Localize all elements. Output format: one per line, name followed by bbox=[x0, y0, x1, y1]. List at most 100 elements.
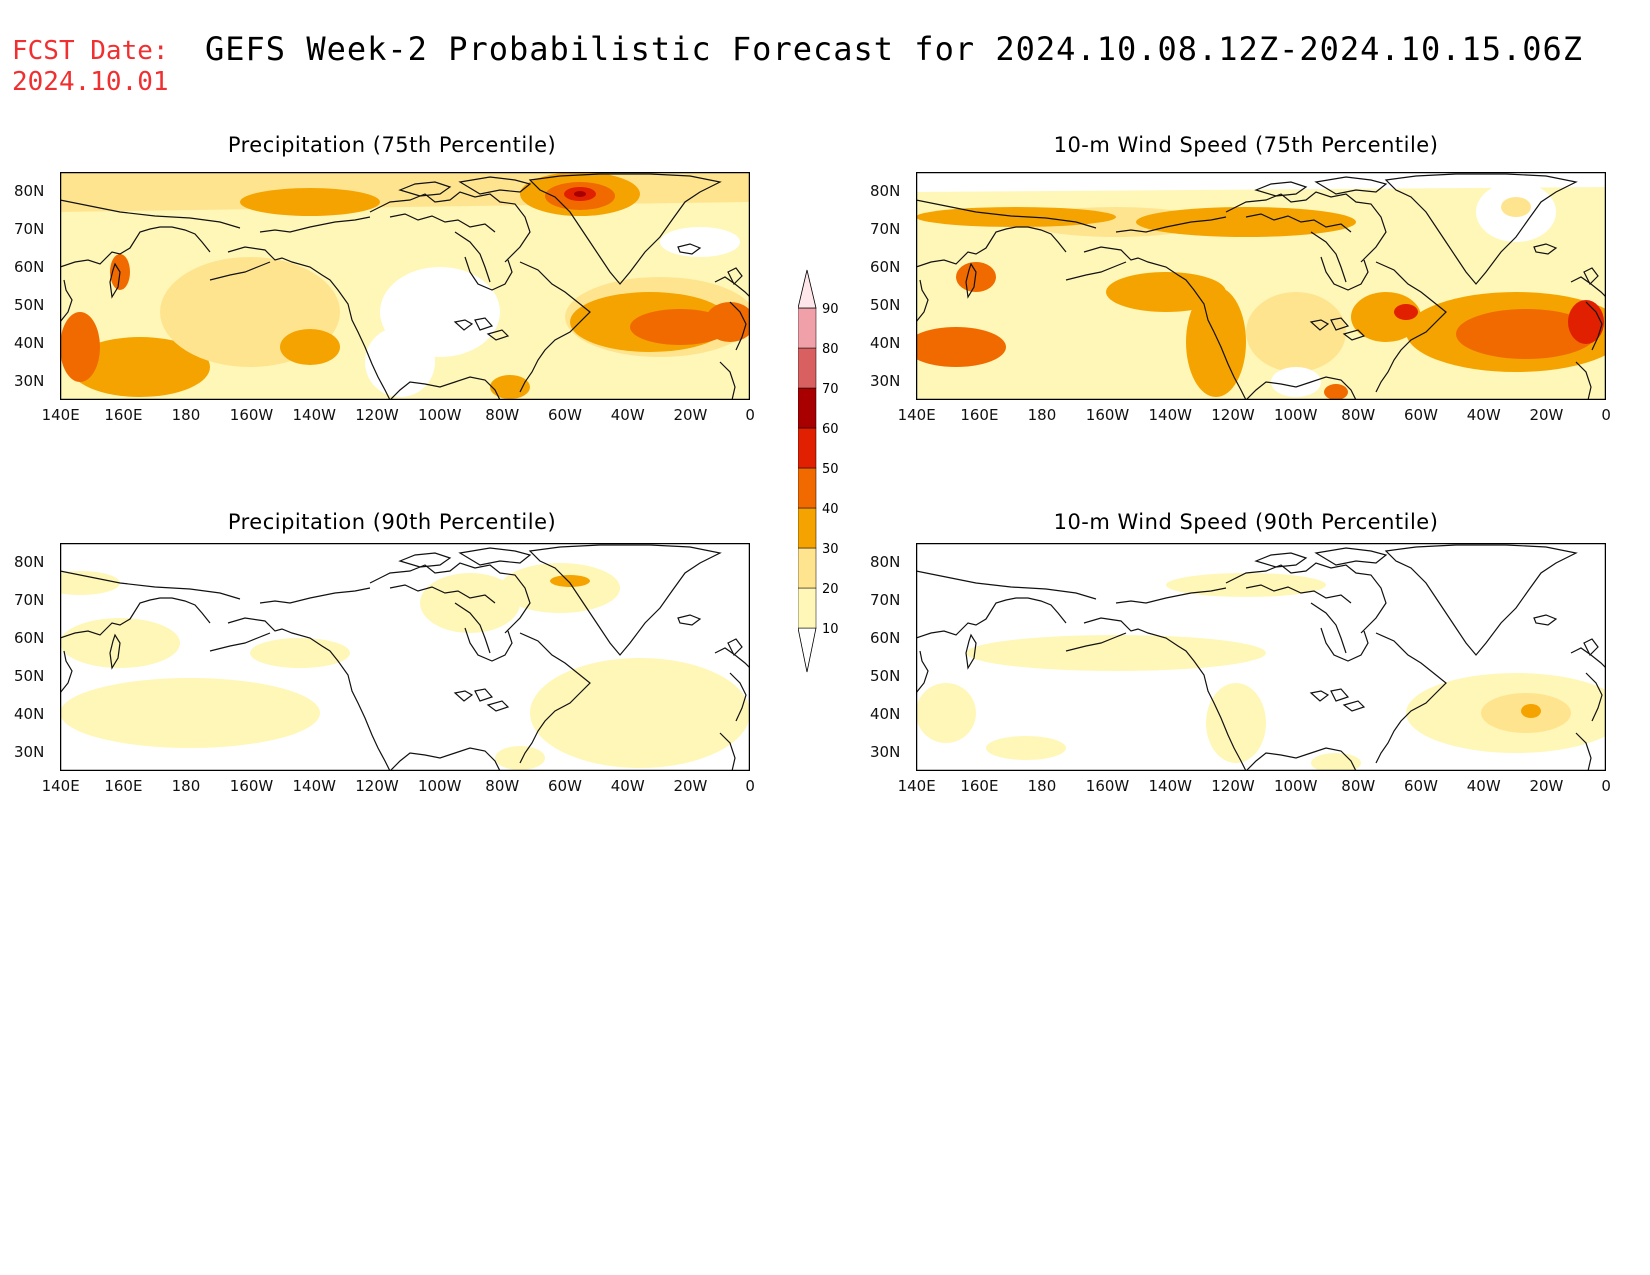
contour-30 bbox=[280, 329, 340, 365]
coastline bbox=[1330, 317, 1350, 331]
colorbar-segment bbox=[798, 507, 817, 549]
coastline bbox=[60, 570, 241, 600]
lon-tick-label: 60W bbox=[548, 406, 582, 424]
colorbar-tick-label: 90 bbox=[822, 302, 839, 317]
coastline bbox=[727, 267, 743, 286]
coastline bbox=[1065, 632, 1127, 652]
colorbar-upper-arrow bbox=[798, 269, 817, 309]
coastline bbox=[389, 747, 501, 771]
coastline bbox=[916, 650, 929, 694]
coastline bbox=[727, 638, 743, 657]
lon-tick-label: 160W bbox=[229, 406, 274, 424]
coastline bbox=[916, 597, 1067, 639]
contour-10 bbox=[916, 683, 976, 743]
coastline bbox=[60, 226, 211, 268]
contour-20 bbox=[1501, 197, 1531, 217]
lon-tick-label: 20W bbox=[673, 777, 708, 795]
coastline bbox=[965, 262, 977, 299]
lon-tick-label: 140W bbox=[1148, 777, 1192, 795]
contour-30 bbox=[1521, 704, 1541, 718]
contour-40 bbox=[630, 309, 730, 345]
map-frame bbox=[60, 543, 750, 771]
lat-tick-label: 80N bbox=[14, 553, 45, 571]
contour-10 bbox=[420, 573, 520, 633]
coastline bbox=[916, 199, 1097, 229]
coastline bbox=[398, 552, 452, 568]
contour-10 bbox=[495, 746, 545, 770]
coastline bbox=[454, 602, 491, 654]
lat-tick-label: 70N bbox=[14, 591, 45, 609]
contour-10 bbox=[1311, 753, 1361, 771]
coastline bbox=[389, 584, 496, 604]
lon-tick-label: 40W bbox=[610, 406, 645, 424]
panel-title-wind90: 10-m Wind Speed (90th Percentile) bbox=[1053, 510, 1439, 534]
lon-tick-label: 80W bbox=[485, 777, 520, 795]
contour-40 bbox=[1456, 309, 1596, 359]
lon-tick-label: 0 bbox=[745, 406, 755, 424]
lon-tick-label: 140W bbox=[292, 406, 336, 424]
lon-tick-label: 160E bbox=[104, 777, 143, 795]
lon-tick-label: 60W bbox=[548, 777, 582, 795]
coastline bbox=[464, 256, 513, 291]
coastline bbox=[1320, 627, 1369, 662]
lon-tick-label: 120W bbox=[355, 406, 399, 424]
coastline bbox=[719, 361, 736, 400]
coastline bbox=[1225, 191, 1387, 263]
contour-20 bbox=[1246, 292, 1346, 372]
lon-tick-label: 120W bbox=[1211, 777, 1255, 795]
lon-tick-label: 140E bbox=[897, 406, 936, 424]
lon-tick-label: 160E bbox=[104, 406, 143, 424]
coastline bbox=[1384, 173, 1578, 285]
coastline bbox=[453, 319, 474, 331]
coastline bbox=[109, 633, 121, 670]
forecast-date-label: FCST Date: 2024.10.01 bbox=[12, 36, 169, 98]
lat-tick-label: 80N bbox=[870, 182, 901, 200]
coastline bbox=[1310, 231, 1347, 283]
lat-tick-label: 40N bbox=[870, 334, 901, 352]
colorbar-tick-label: 60 bbox=[822, 422, 839, 437]
coastline bbox=[528, 544, 722, 656]
coastline bbox=[719, 732, 736, 771]
coastline bbox=[60, 650, 73, 694]
contour-10 bbox=[60, 571, 120, 595]
coastline bbox=[60, 597, 211, 639]
lon-tick-label: 40W bbox=[1466, 777, 1501, 795]
colorbar-segment bbox=[798, 547, 817, 589]
coastline bbox=[1320, 256, 1369, 291]
lon-tick-label: 160E bbox=[960, 406, 999, 424]
colorbar-segment bbox=[798, 387, 817, 429]
coastline bbox=[1314, 176, 1388, 195]
colorbar-tick-label: 10 bbox=[822, 622, 839, 637]
lat-tick-label: 40N bbox=[870, 705, 901, 723]
coastline bbox=[1585, 301, 1603, 351]
coastline bbox=[227, 246, 391, 400]
lat-tick-label: 40N bbox=[14, 705, 45, 723]
coastline bbox=[1575, 361, 1592, 400]
coastline bbox=[486, 700, 510, 712]
colorbar: 10 20 30 40 50 60 70 80 90 bbox=[798, 269, 839, 673]
coastline bbox=[965, 633, 977, 670]
coastline bbox=[369, 191, 531, 263]
coastline bbox=[1375, 632, 1447, 764]
lat-tick-label: 70N bbox=[870, 591, 901, 609]
coastline bbox=[1583, 267, 1599, 286]
coastline bbox=[464, 627, 513, 662]
lon-tick-label: 20W bbox=[1529, 777, 1564, 795]
coastline bbox=[227, 617, 391, 771]
coastline bbox=[209, 261, 271, 281]
contour-40 bbox=[956, 262, 996, 292]
coastline bbox=[729, 301, 747, 351]
coastline bbox=[677, 614, 702, 626]
lon-tick-label: 120W bbox=[355, 777, 399, 795]
coastline bbox=[916, 570, 1097, 600]
lon-tick-label: 180 bbox=[171, 777, 201, 795]
lat-tick-label: 60N bbox=[870, 258, 901, 276]
contour-10 bbox=[250, 638, 350, 668]
map-panel-wind90 bbox=[916, 543, 1606, 771]
panel-title-precip75: Precipitation (75th Percentile) bbox=[227, 133, 557, 157]
coastline bbox=[60, 279, 73, 323]
contour-below-10 bbox=[916, 172, 1606, 192]
lat-tick-label: 50N bbox=[14, 296, 45, 314]
colorbar-segment bbox=[798, 307, 817, 349]
lat-tick-label: 50N bbox=[870, 296, 901, 314]
